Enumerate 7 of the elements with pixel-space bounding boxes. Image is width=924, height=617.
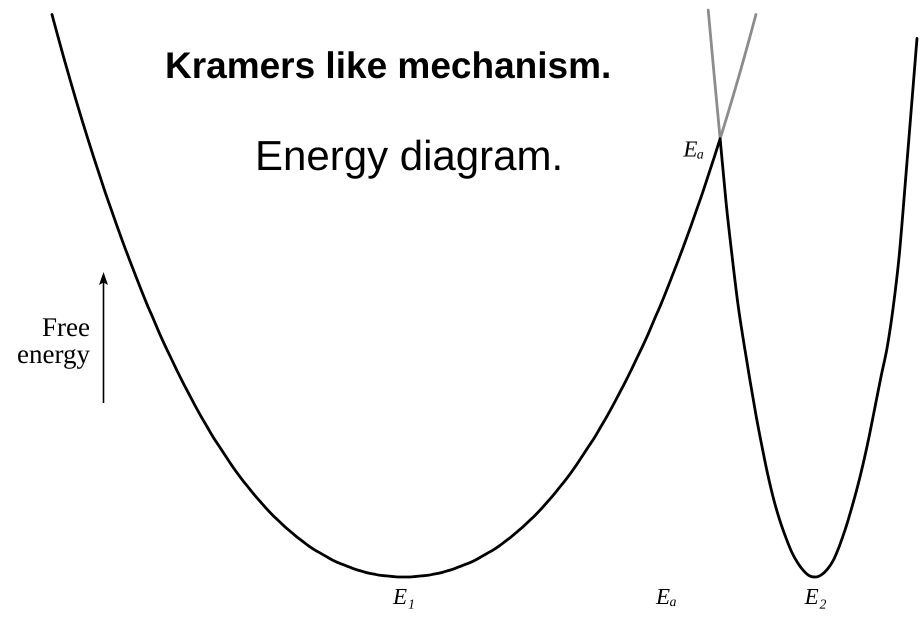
text: Kramers like mechanism.: [165, 45, 612, 86]
y-axis-title: Free energy: [17, 312, 90, 369]
annotation: Eₐ: [682, 136, 704, 162]
text: Energy diagram.: [255, 132, 564, 179]
x-tick-label: Eₐ: [655, 584, 677, 609]
x-tick-label: E₁: [392, 584, 415, 609]
x-tick-label: E₂: [804, 584, 827, 609]
